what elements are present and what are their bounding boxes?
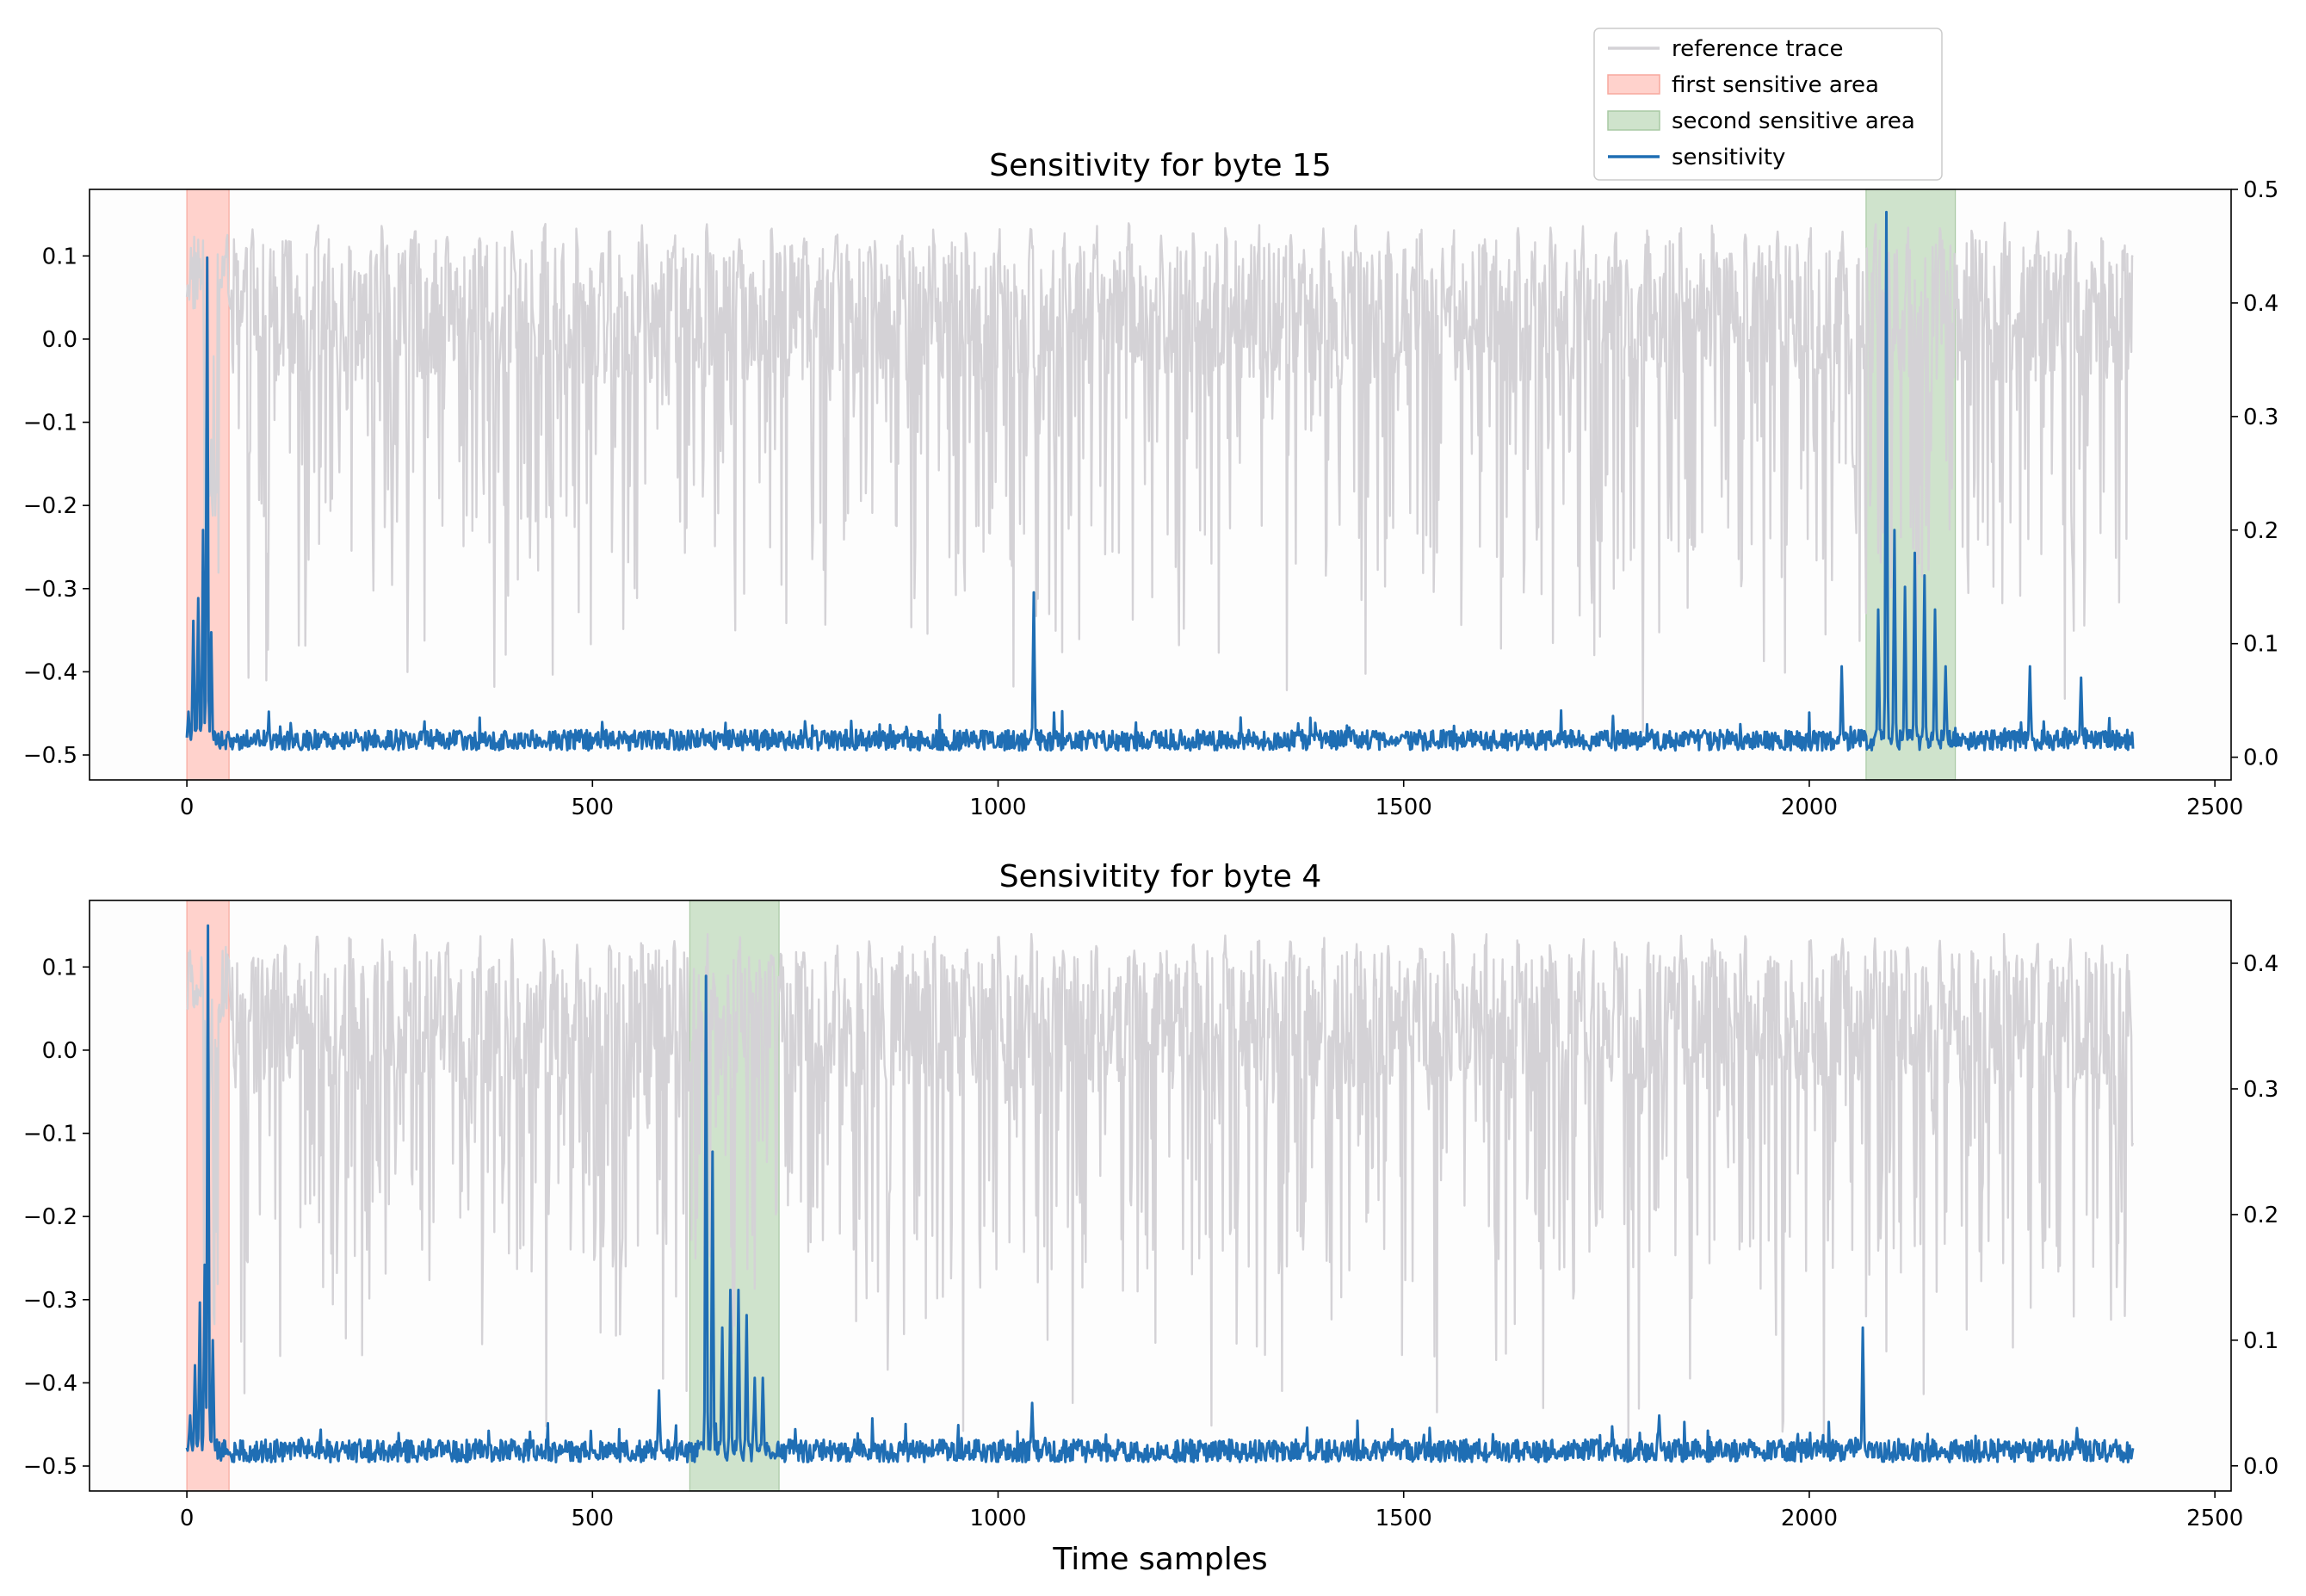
left-y-tick-label: −0.3 [23,1288,77,1314]
x-tick-label: 2500 [2186,795,2243,820]
left-y-tick-label: −0.5 [23,1454,77,1480]
legend-patch-swatch [1607,110,1660,131]
chart-panel-byte-4: 0 500 1000 1500 2000 2500 0.1 0.0 −0.1 −0.2 −0.3 −… [23,859,2279,1531]
x-tick-label: 500 [571,795,614,820]
sensitivity-series [185,210,2135,752]
legend-label: reference trace [1672,36,1844,62]
x-tick-label: 2000 [1781,795,1838,820]
reference-trace-line [186,932,2135,1451]
left-y-tick-label: −0.1 [23,411,77,436]
left-y-tick-label: 0.0 [42,327,77,353]
left-y-axis-ticks: 0.1 0.0 −0.1 −0.2 −0.3 −0.4 −0.5 [23,955,90,1480]
left-y-tick-label: −0.2 [23,1204,77,1230]
x-axis-ticks: 0 500 1000 1500 2000 2500 [180,780,2243,820]
x-tick-label: 2000 [1781,1506,1838,1531]
chart-title: Sensivitity for byte 4 [999,859,1322,894]
left-y-tick-label: 0.0 [42,1038,77,1064]
left-y-tick-label: −0.1 [23,1122,77,1148]
legend-label: sensitivity [1672,145,1785,170]
legend: reference trace first sensitive area secon… [1593,28,1943,181]
legend-item: sensitivity [1608,145,1785,170]
legend-box [1593,28,1943,181]
plot-frame [89,900,2232,1492]
x-tick-label: 1500 [1376,1506,1432,1531]
legend-patch-swatch [1607,74,1660,95]
sensitivity-line [185,210,2135,752]
chart-panel-byte-15: 0 500 1000 1500 2000 2500 0.1 0.0 −0.1 −0.2 −0.3 −… [23,148,2279,820]
right-y-tick-label: 0.0 [2243,745,2278,771]
left-y-tick-label: −0.4 [23,1370,77,1396]
right-y-tick-label: 0.4 [2243,291,2278,317]
right-y-axis-ticks: 0.4 0.3 0.2 0.1 0.0 [2231,951,2278,1480]
right-y-tick-label: 0.3 [2243,405,2278,430]
x-axis-label: Time samples [1052,1542,1267,1577]
x-tick-label: 0 [180,795,195,820]
right-y-tick-label: 0.5 [2243,177,2278,203]
right-y-tick-label: 0.1 [2243,1328,2278,1354]
right-y-axis-ticks: 0.5 0.4 0.3 0.2 0.1 0.0 [2231,177,2278,771]
left-y-tick-label: −0.2 [23,493,77,519]
legend-item: first sensitive area [1607,72,1879,98]
reference-trace-line [185,221,2134,733]
x-tick-label: 1000 [969,795,1026,820]
right-y-tick-label: 0.2 [2243,1203,2278,1228]
legend-label: second sensitive area [1672,108,1915,134]
legend-item: second sensitive area [1607,108,1915,134]
right-y-tick-label: 0.3 [2243,1077,2278,1103]
reference-trace-series [186,932,2135,1451]
x-tick-label: 0 [180,1506,195,1531]
left-y-tick-label: −0.4 [23,659,77,685]
x-tick-label: 500 [571,1506,614,1531]
sensitivity-line [185,924,2135,1463]
legend-item: reference trace [1608,36,1844,62]
x-tick-label: 1500 [1376,795,1432,820]
left-y-tick-label: −0.5 [23,743,77,769]
sensitivity-series [185,924,2135,1463]
left-y-tick-label: −0.3 [23,577,77,603]
right-y-tick-label: 0.0 [2243,1454,2278,1480]
left-y-axis-ticks: 0.1 0.0 −0.1 −0.2 −0.3 −0.4 −0.5 [23,244,90,769]
reference-trace-series [185,221,2134,733]
right-y-tick-label: 0.4 [2243,951,2278,977]
right-y-tick-label: 0.1 [2243,632,2278,658]
chart-title: Sensitivity for byte 15 [989,148,1331,183]
left-y-tick-label: 0.1 [42,955,77,980]
left-y-tick-label: 0.1 [42,244,77,269]
x-tick-label: 2500 [2186,1506,2243,1531]
x-tick-label: 1000 [969,1506,1026,1531]
plot-frame [89,189,2232,781]
legend-label: first sensitive area [1672,72,1879,98]
x-axis-ticks: 0 500 1000 1500 2000 2500 [180,1491,2243,1531]
right-y-tick-label: 0.2 [2243,518,2278,544]
